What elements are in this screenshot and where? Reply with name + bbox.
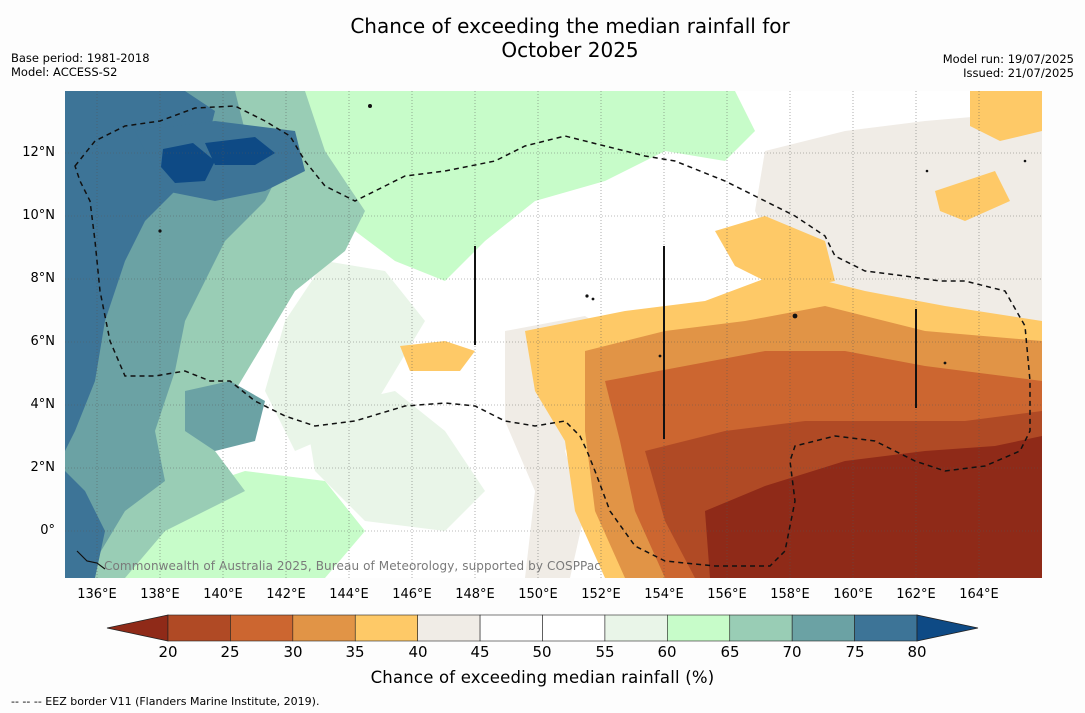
lon-label: 148°E (455, 587, 495, 602)
colorbar-tick: 60 (657, 643, 677, 661)
colorbar-tick: 70 (782, 643, 802, 661)
lon-label: 146°E (392, 587, 432, 602)
colorbar-cell (167, 614, 231, 642)
zone-85-northwest-core (161, 143, 215, 183)
colorbar-arrow-low (106, 614, 169, 642)
colorbar (106, 614, 979, 642)
zone-65-north-central (295, 91, 755, 281)
colorbar-tick: 40 (408, 643, 428, 661)
lat-label: 6°N (30, 334, 56, 349)
lon-label: 138°E (140, 587, 180, 602)
lat-label: 4°N (30, 397, 56, 412)
colorbar-cell (417, 614, 481, 642)
lon-label: 154°E (644, 587, 684, 602)
colorbar-cell (667, 614, 731, 642)
zone-40-patch-west (400, 341, 475, 371)
issued-text: Issued: 21/07/2025 (963, 66, 1074, 80)
colorbar-cells (167, 614, 918, 642)
meta-left: Base period: 1981-2018 Model: ACCESS-S2 (11, 51, 150, 79)
lon-label: 158°E (770, 587, 810, 602)
model-text: Model: ACCESS-S2 (11, 65, 118, 79)
colorbar-tick: 35 (345, 643, 365, 661)
colorbar-cell (791, 614, 855, 642)
zone-20-band (705, 436, 1042, 578)
lat-label: 10°N (22, 208, 55, 223)
lon-label: 142°E (266, 587, 306, 602)
base-period-text: Base period: 1981-2018 (11, 51, 150, 65)
colorbar-tick: 75 (845, 643, 865, 661)
colorbar-cell (604, 614, 668, 642)
colorbar-tick: 50 (532, 643, 552, 661)
colorbar-arrow-high (916, 614, 979, 642)
colorbar-tick: 30 (283, 643, 303, 661)
zone-80-southwest-edge (65, 471, 105, 578)
zone-60-south (305, 391, 485, 531)
lon-label: 144°E (329, 587, 369, 602)
zone-40-patch-top-right (970, 91, 1042, 141)
lon-label: 164°E (959, 587, 999, 602)
eez-footer-note: -- -- -- EEZ border V11 (Flanders Marine… (11, 695, 320, 708)
colorbar-cell (729, 614, 793, 642)
lon-label: 156°E (707, 587, 747, 602)
lat-label: 8°N (30, 271, 56, 286)
colorbar-cell (292, 614, 356, 642)
lat-label: 0° (40, 523, 55, 538)
rainfall-map-svg (65, 91, 1042, 578)
zone-40-patch-northeast (935, 171, 1010, 221)
zone-40-patch-north (715, 216, 835, 291)
lon-label: 150°E (518, 587, 558, 602)
zone-75-inset (185, 381, 265, 451)
lat-label: 2°N (30, 460, 56, 475)
vertical-markers (474, 246, 917, 439)
colorbar-cell (542, 614, 606, 642)
lon-label: 162°E (896, 587, 936, 602)
colorbar-tick: 20 (158, 643, 178, 661)
zone-85-north-core (205, 137, 275, 165)
lon-label: 160°E (833, 587, 873, 602)
colorbar-cell (479, 614, 543, 642)
eez-border-west (74, 105, 1031, 567)
meta-right: Model run: 19/07/2025 Issued: 21/07/2025 (943, 52, 1074, 80)
colorbar-tick: 45 (470, 643, 490, 661)
island-southwest (76, 550, 106, 570)
colorbar-tick: 65 (720, 643, 740, 661)
lon-label: 140°E (203, 587, 243, 602)
colorbar-cell (854, 614, 918, 642)
parallel-gridlines (65, 152, 1042, 532)
colorbar-tick: 25 (220, 643, 240, 661)
colorbar-cell (230, 614, 294, 642)
colorbar-tick: 55 (595, 643, 615, 661)
copyright-notice: Commonwealth of Australia 2025, Bureau o… (104, 559, 601, 573)
colorbar-label: Chance of exceeding median rainfall (%) (370, 668, 715, 687)
colorbar-cell (354, 614, 418, 642)
title-line-1: Chance of exceeding the median rainfall … (350, 14, 790, 38)
lat-label: 12°N (22, 145, 55, 160)
lon-label: 152°E (581, 587, 621, 602)
colorbar-tick: 80 (907, 643, 927, 661)
lon-label: 136°E (77, 587, 117, 602)
model-run-text: Model run: 19/07/2025 (942, 52, 1074, 66)
title-line-2: October 2025 (501, 38, 639, 62)
island-markers (158, 104, 1027, 365)
zone-60-central (265, 261, 425, 451)
map-title: Chance of exceeding the median rainfall … (0, 14, 1085, 62)
rainfall-map (65, 91, 1042, 578)
